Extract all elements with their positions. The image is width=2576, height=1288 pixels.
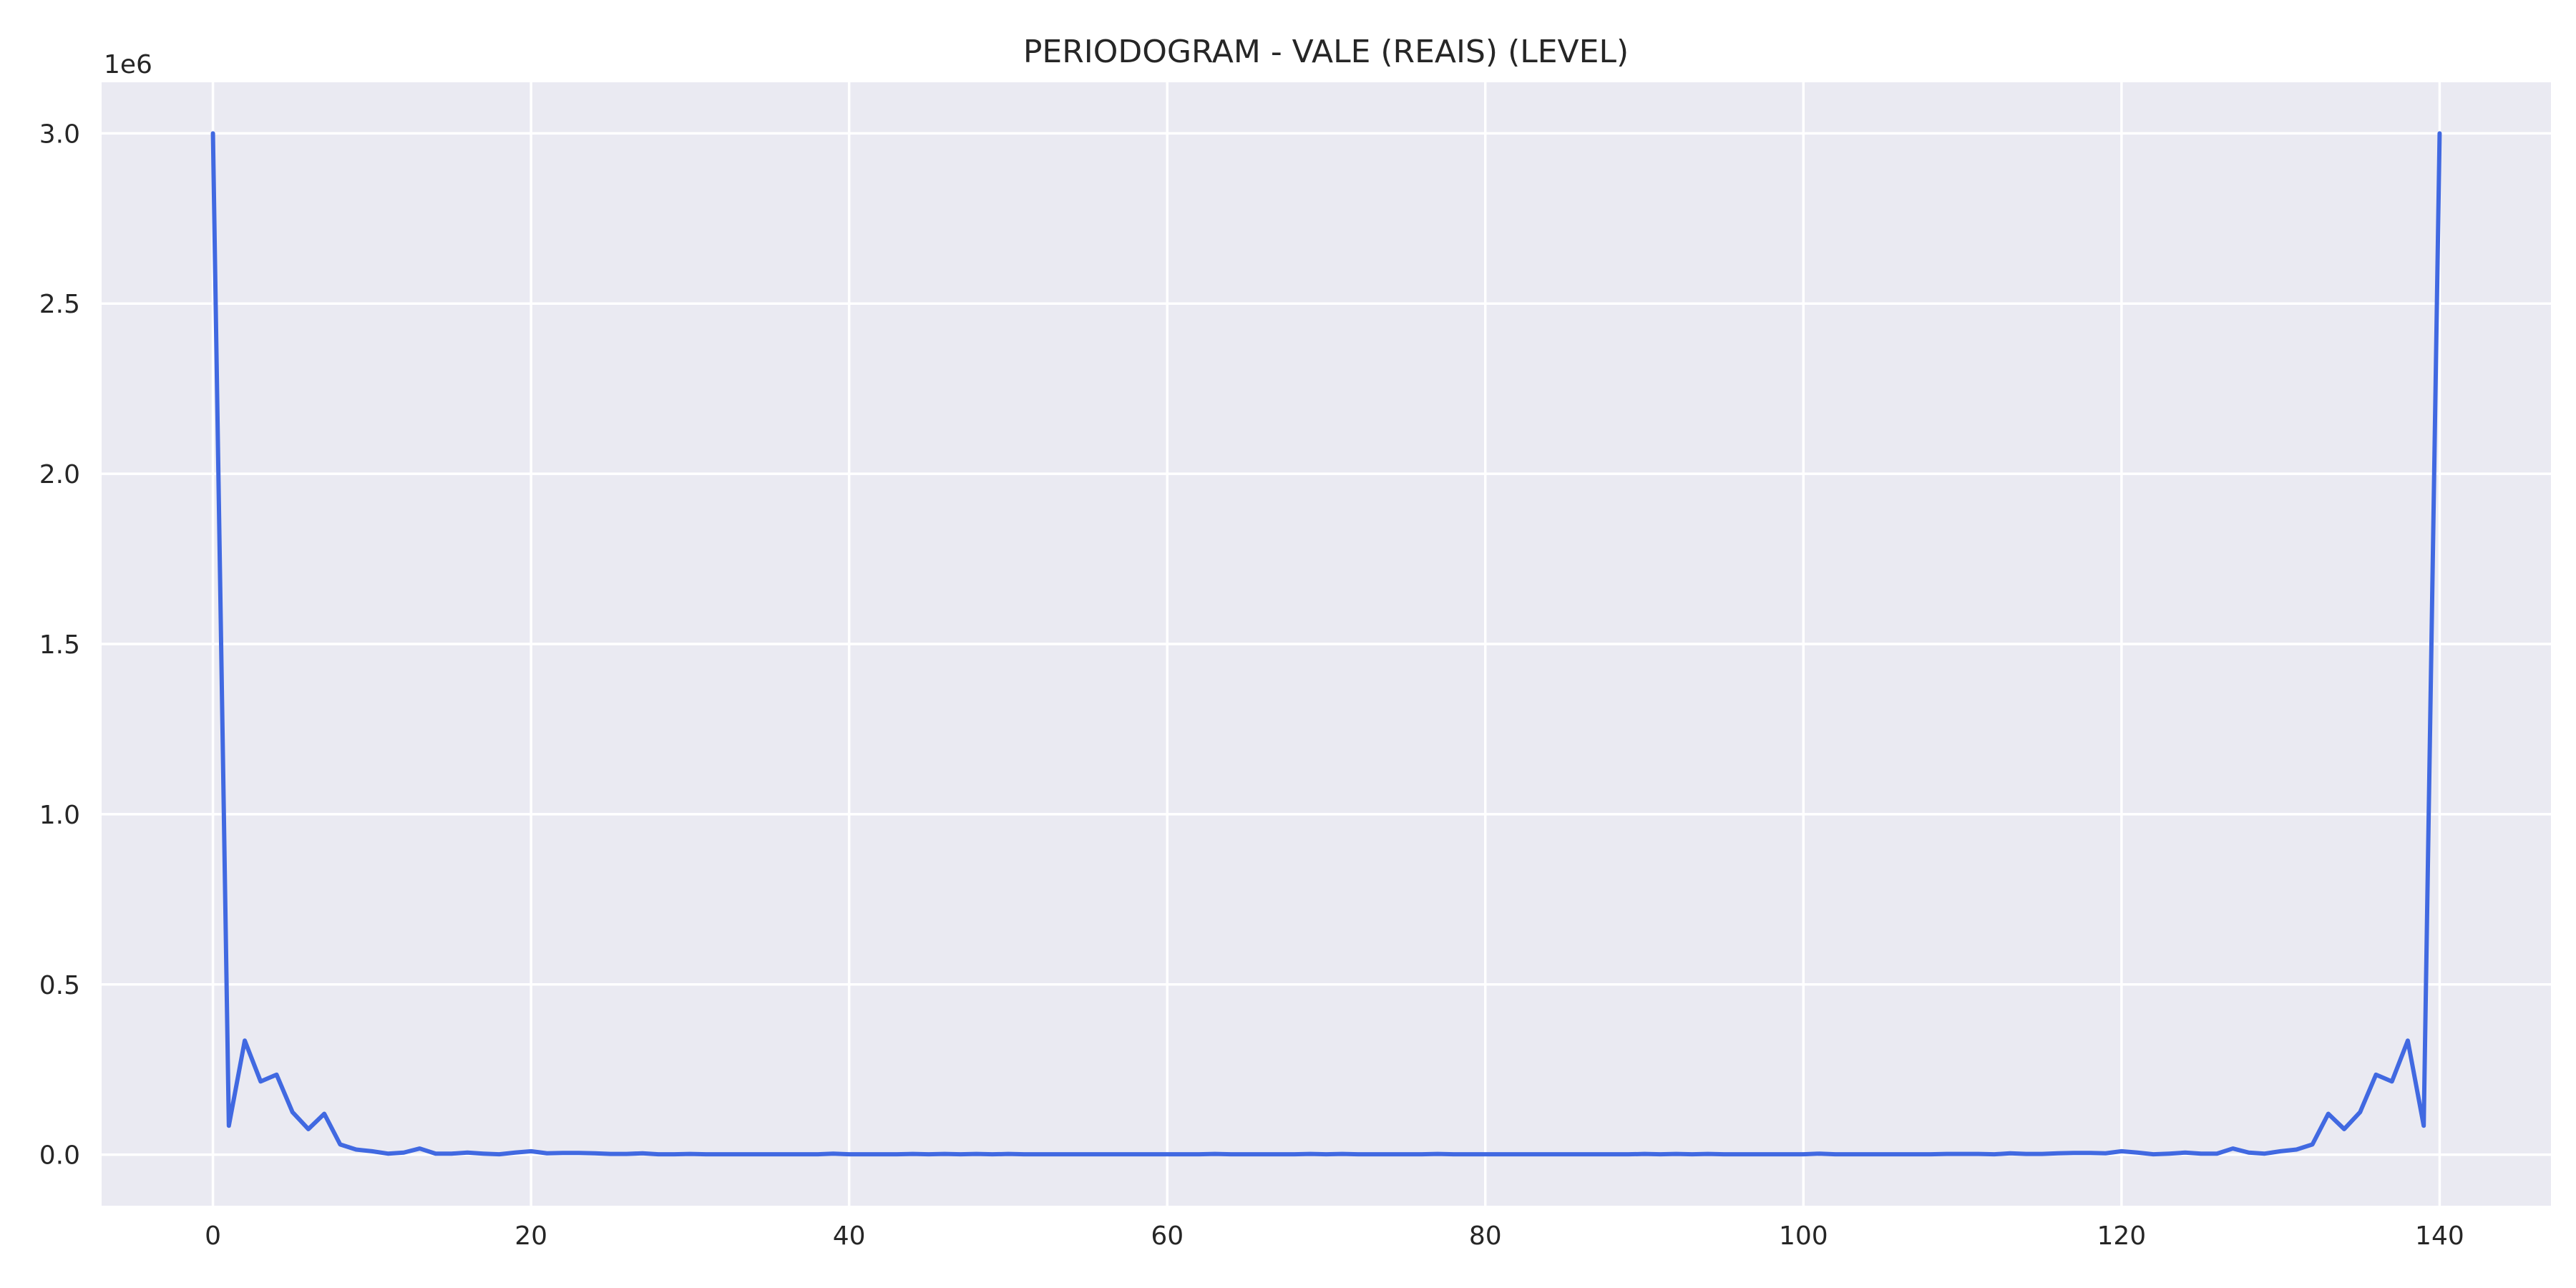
x-tick-label: 80 [1469,1221,1502,1251]
y-tick-label: 1.0 [39,801,80,830]
x-tick-label: 120 [2097,1221,2147,1251]
x-axis-tick-labels: 0 20 40 60 80 100 120 140 [205,1221,2464,1251]
chart-title: PERIODOGRAM - VALE (REAIS) (LEVEL) [1023,34,1629,70]
y-axis-tick-labels: 0.0 0.5 1.0 1.5 2.0 2.5 3.0 [39,119,80,1170]
x-tick-label: 140 [2415,1221,2464,1251]
y-tick-label: 0.5 [39,971,80,1000]
x-tick-label: 40 [833,1221,866,1251]
x-tick-label: 100 [1779,1221,1828,1251]
x-tick-label: 20 [514,1221,547,1251]
series-layer [210,131,2442,1157]
y-tick-label: 2.0 [39,460,80,489]
y-axis-offset-label: 1e6 [104,50,152,79]
periodogram-series-line [210,131,2442,1157]
x-tick-label: 0 [205,1221,221,1251]
x-tick-label: 60 [1151,1221,1184,1251]
y-tick-label: 2.5 [39,290,80,319]
y-tick-label: 0.0 [39,1141,80,1171]
y-tick-label: 3.0 [39,119,80,149]
y-tick-label: 1.5 [39,630,80,660]
